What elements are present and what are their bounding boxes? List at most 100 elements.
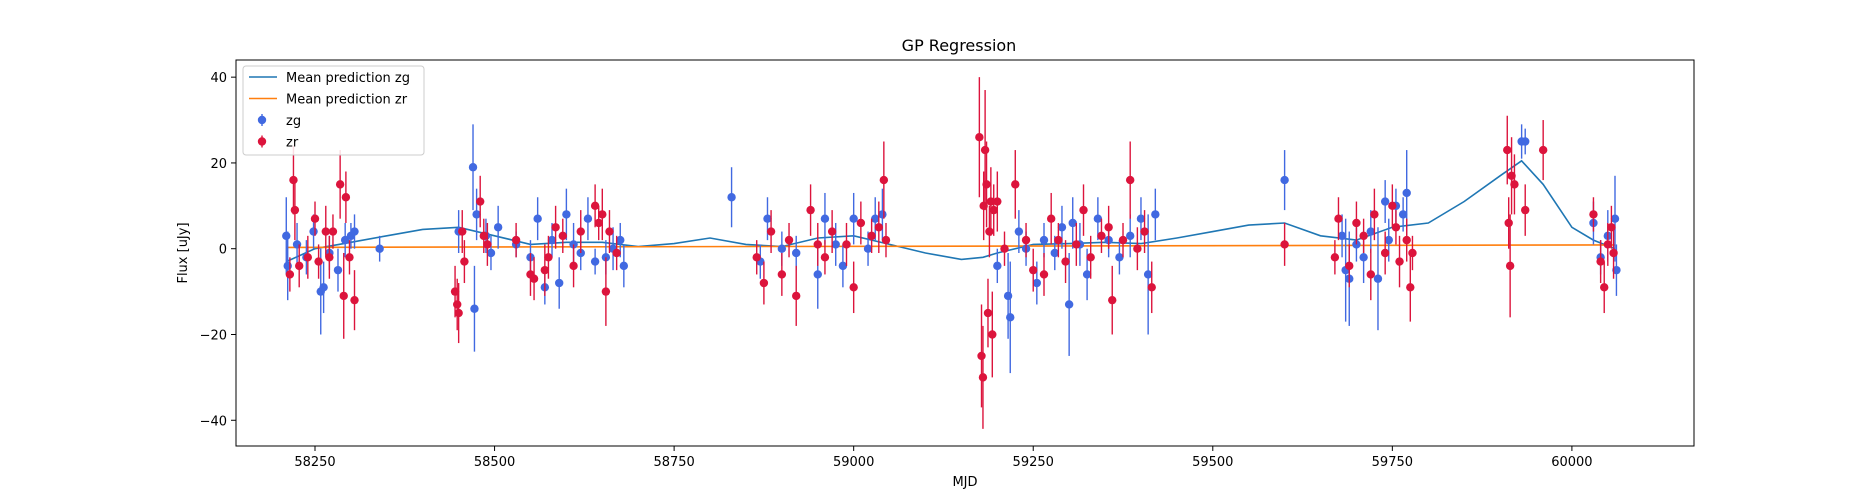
marker: [879, 175, 889, 185]
marker: [1609, 248, 1618, 258]
marker: [1359, 231, 1368, 241]
data-point-zr: [1108, 265, 1117, 335]
data-point-zr: [842, 222, 851, 266]
marker: [333, 265, 343, 275]
marker: [472, 210, 481, 219]
marker: [1079, 205, 1088, 215]
data-point-zg: [619, 244, 629, 288]
marker: [1061, 257, 1070, 266]
data-point-zg: [1143, 214, 1153, 335]
data-point-zg: [871, 197, 880, 241]
data-point-zg: [493, 205, 503, 249]
data-point-zg: [792, 235, 801, 271]
data-point-zr: [1388, 184, 1397, 228]
marker: [309, 227, 318, 236]
data-point-zr: [576, 210, 585, 253]
marker: [1003, 291, 1013, 301]
marker: [1029, 265, 1038, 275]
marker: [763, 214, 772, 223]
data-point-zr: [339, 253, 348, 339]
marker: [544, 253, 553, 262]
marker: [1136, 214, 1146, 223]
data-point-zr: [598, 188, 607, 241]
marker: [1380, 197, 1390, 206]
marker: [289, 175, 298, 185]
marker: [989, 205, 998, 215]
data-point-zr: [1039, 253, 1049, 296]
data-point-zr: [988, 291, 997, 378]
data-point-zr: [849, 261, 858, 314]
data-point-zg: [1151, 188, 1160, 241]
marker: [460, 257, 469, 266]
marker: [1021, 235, 1031, 245]
y-tick-label: −20: [200, 328, 227, 343]
data-point-zr: [1503, 115, 1512, 185]
marker: [479, 231, 488, 241]
legend-swatch: [257, 115, 267, 125]
marker: [831, 240, 840, 249]
marker: [328, 227, 338, 236]
marker: [555, 278, 564, 288]
x-tick-label: 59750: [1372, 455, 1413, 470]
data-point-zg: [1115, 240, 1124, 275]
marker: [1408, 248, 1417, 258]
marker: [1086, 253, 1095, 262]
marker: [551, 223, 560, 232]
data-point-zr: [1510, 154, 1519, 215]
data-point-zr: [328, 214, 338, 249]
data-point-zr: [1406, 253, 1415, 322]
data-point-zg: [333, 248, 343, 292]
marker: [1082, 270, 1092, 279]
data-point-zr: [983, 278, 993, 348]
marker: [1011, 180, 1020, 189]
data-point-zg: [1064, 253, 1074, 356]
data-point-zr: [1097, 218, 1106, 253]
data-point-zr: [806, 184, 815, 236]
marker: [321, 227, 330, 236]
data-point-zr: [460, 240, 469, 284]
data-point-zg: [993, 248, 1002, 284]
legend-entry: Mean prediction zr: [249, 93, 408, 108]
data-point-zr: [1125, 141, 1135, 219]
marker: [1108, 295, 1117, 305]
x-tick-label: 58750: [653, 455, 694, 470]
marker: [1406, 283, 1415, 292]
marker: [350, 295, 359, 305]
data-point-zr: [759, 261, 769, 305]
marker: [1140, 227, 1149, 236]
data-point-zr: [1366, 248, 1375, 301]
legend: Mean prediction zg Mean prediction zr zg zr: [242, 65, 425, 156]
marker: [1104, 223, 1113, 232]
data-point-zg: [319, 261, 328, 314]
marker: [285, 270, 295, 279]
data-point-zg: [1280, 150, 1289, 211]
data-point-zg: [1373, 227, 1383, 331]
marker: [1395, 257, 1404, 266]
legend-entry: zg: [257, 114, 301, 129]
data-point-zr: [1538, 120, 1548, 181]
marker: [345, 253, 354, 262]
marker: [598, 210, 607, 219]
data-point-zg: [727, 167, 736, 228]
marker: [616, 235, 625, 245]
marker: [619, 261, 629, 271]
marker: [594, 218, 603, 228]
marker: [1510, 180, 1519, 189]
marker: [1589, 210, 1598, 219]
data-point-zr: [544, 235, 553, 279]
y-axis: −40 −20 0 20 40: [200, 71, 236, 429]
data-point-zr: [1603, 222, 1613, 266]
y-tick-label: 40: [210, 71, 227, 86]
marker: [547, 235, 557, 245]
data-point-zr: [341, 171, 351, 223]
data-point-zg: [486, 235, 496, 271]
marker: [1359, 253, 1368, 262]
data-point-zg: [1039, 222, 1049, 258]
marker: [806, 205, 815, 215]
data-point-zg: [1610, 175, 1620, 262]
data-point-zr: [820, 240, 830, 275]
marker: [292, 240, 302, 249]
plot-area: [282, 77, 1621, 429]
marker: [529, 274, 539, 283]
data-point-zr: [1359, 218, 1368, 253]
